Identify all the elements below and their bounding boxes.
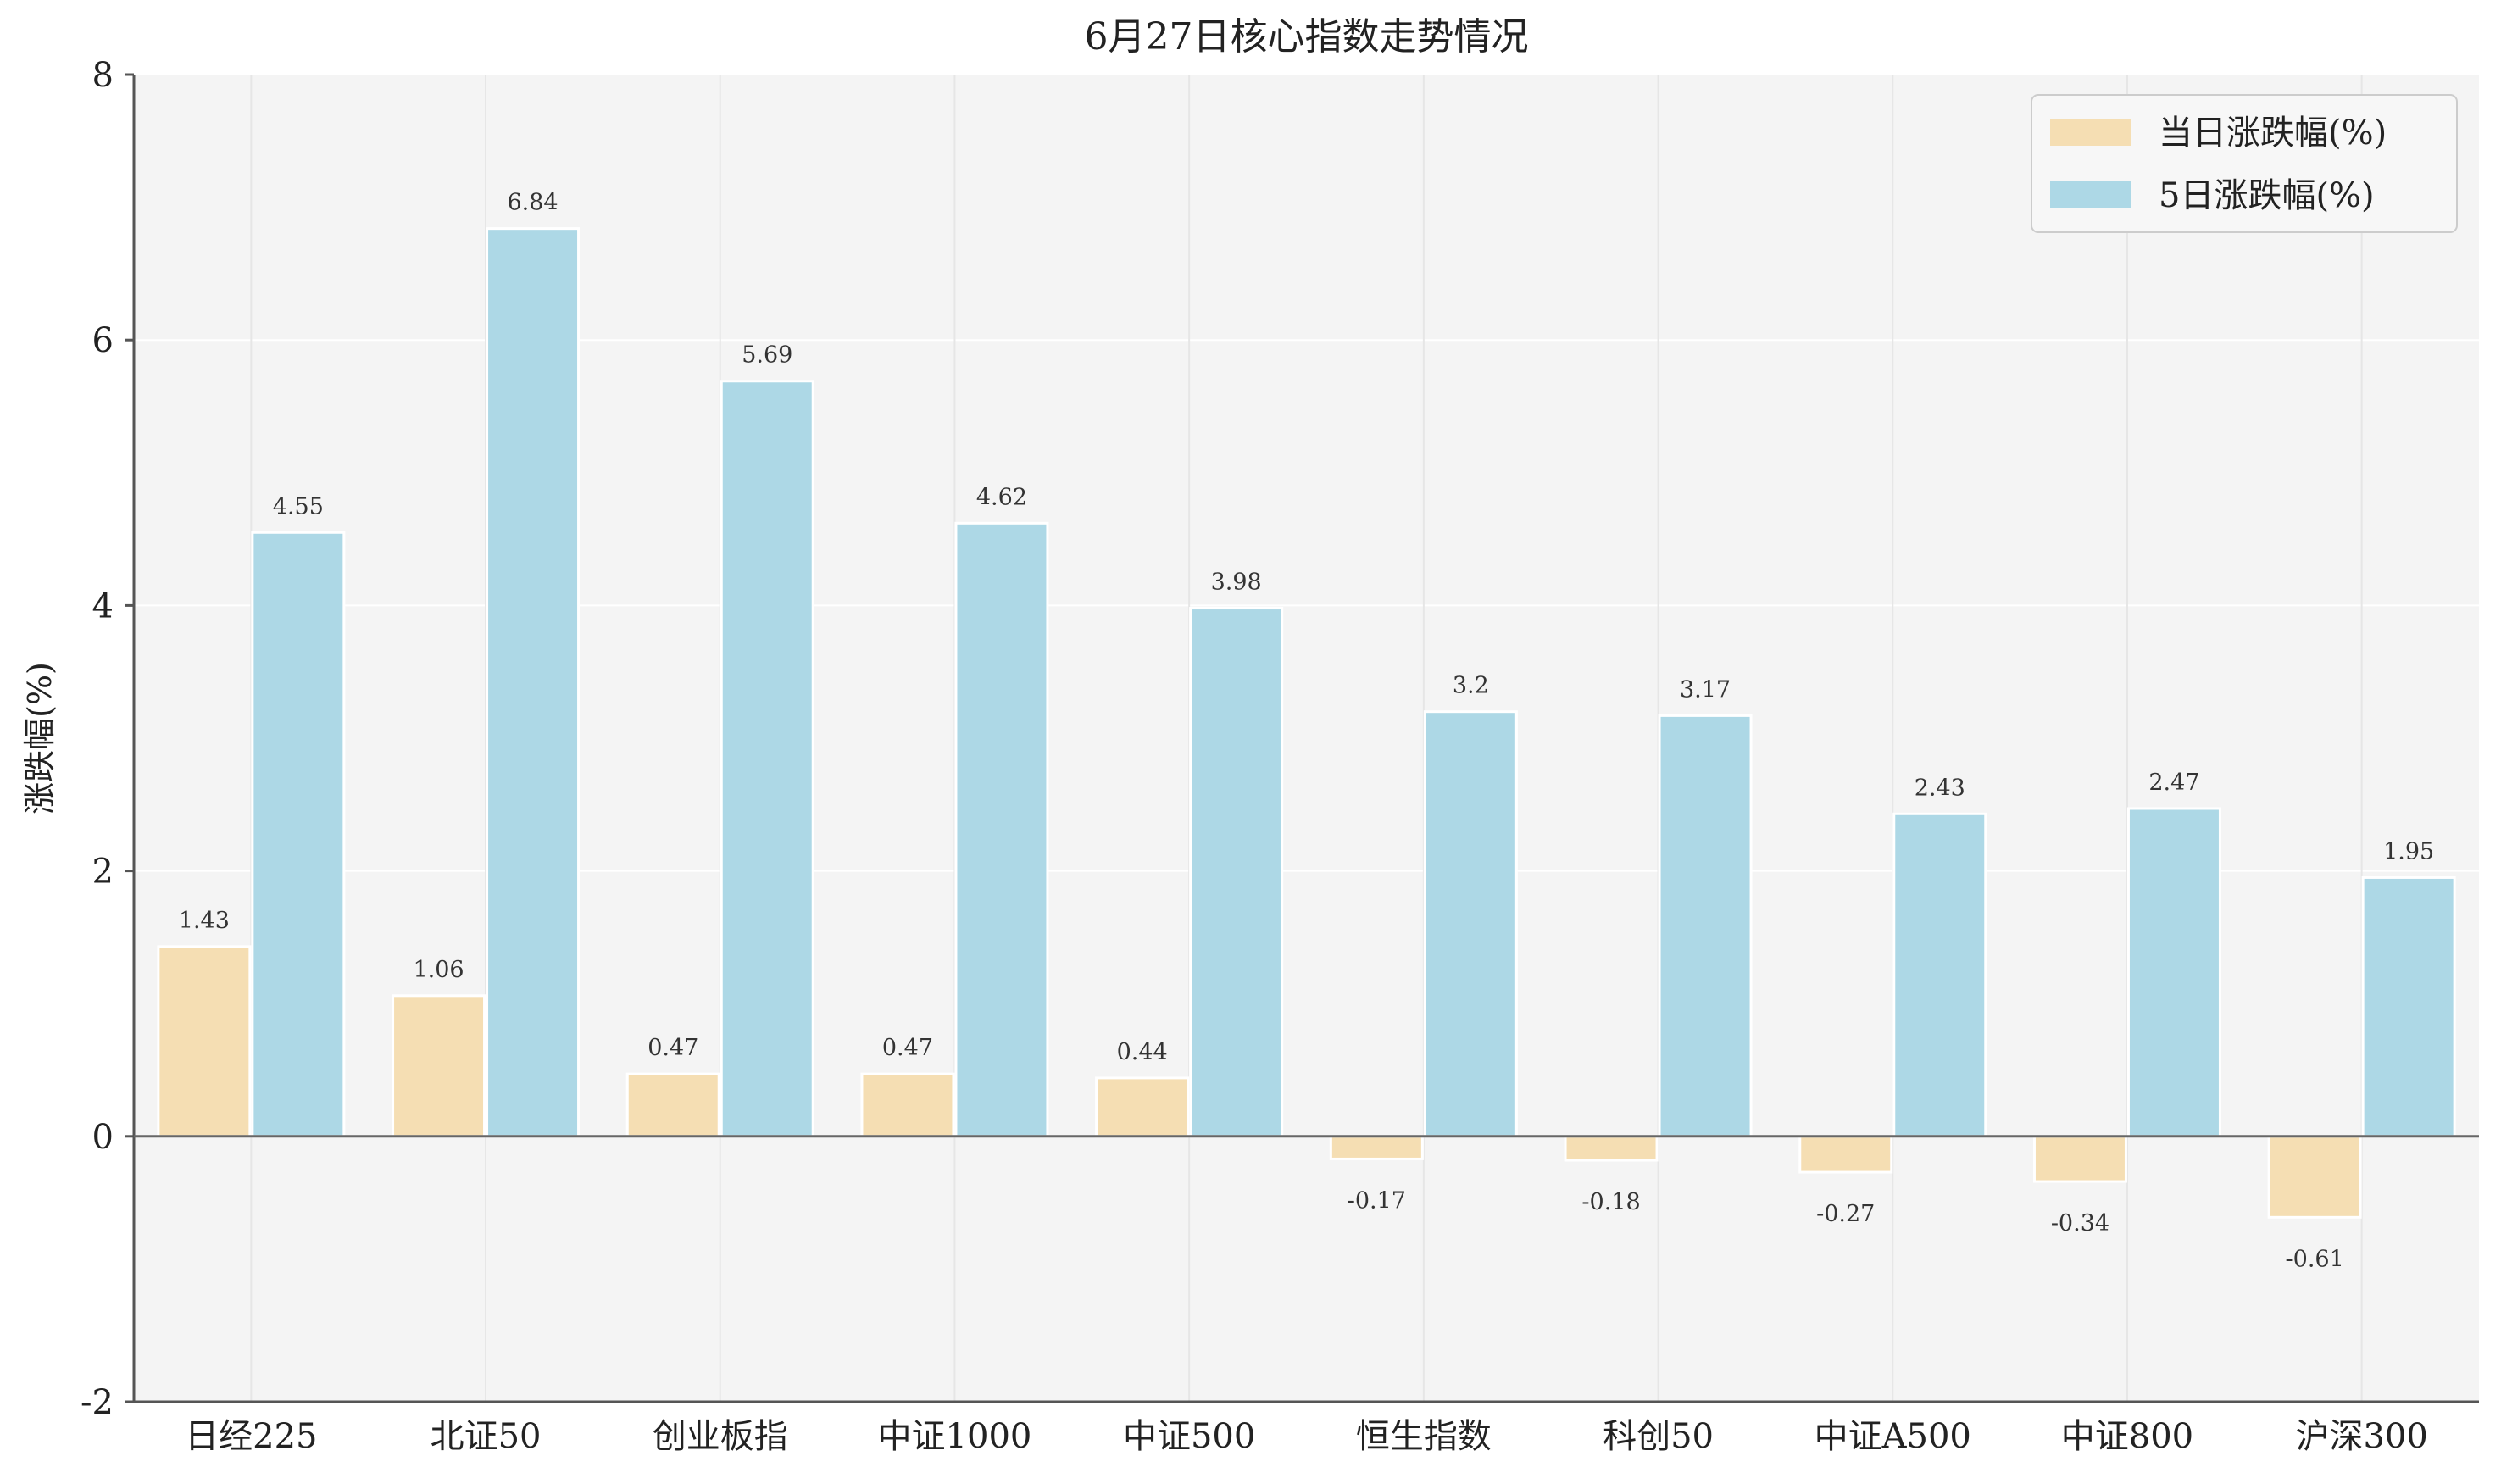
bar [1564, 1135, 1659, 1162]
legend-label: 当日涨跌幅(%) [2159, 114, 2387, 153]
bar [486, 227, 581, 1138]
bar [157, 945, 252, 1138]
data-label: 1.43 [179, 908, 230, 934]
bar [720, 380, 814, 1138]
legend-box [2031, 94, 2458, 233]
data-label: 4.62 [976, 484, 1027, 510]
y-tick-label: 6 [92, 321, 114, 360]
legend: 当日涨跌幅(%) 5日涨跌幅(%) [2031, 94, 2458, 233]
data-label: 2.47 [2148, 770, 2199, 796]
x-tick-label: 创业板指 [653, 1417, 788, 1456]
bar [1095, 1076, 1190, 1138]
data-label: 3.98 [1211, 570, 1262, 596]
data-label: 2.43 [1915, 775, 1965, 801]
data-label: 0.47 [647, 1035, 698, 1061]
x-tick-label: 中证1000 [878, 1417, 1032, 1456]
y-tick-label: -2 [81, 1383, 114, 1422]
x-tick-label: 日经225 [185, 1417, 317, 1456]
data-labels: 1.43 4.55 1.06 6.84 0.47 5.69 0.47 4.62 0.44 3.98… [179, 190, 2434, 1273]
y-tick-label: 4 [92, 586, 114, 625]
legend-swatch [2050, 119, 2131, 146]
legend-swatch [2050, 181, 2131, 208]
bar [2361, 875, 2456, 1138]
tick-labels: -2 0 2 4 6 8 日经225 北证50 创业板指 中证1000 中证500 恒生指数 科创50 中… [81, 56, 2428, 1456]
x-tick-label: 中证500 [1123, 1417, 1255, 1456]
x-tick-label: 沪深300 [2295, 1417, 2427, 1456]
data-label: 5.69 [742, 342, 792, 369]
data-label: 1.95 [2383, 838, 2434, 864]
bar [954, 521, 1049, 1138]
bar [1189, 607, 1284, 1138]
chart-title: 6月27日核心指数走势情况 [1085, 15, 1529, 58]
legend-label: 5日涨跌幅(%) [2159, 176, 2375, 215]
data-label: 0.47 [882, 1035, 933, 1061]
bar [1329, 1135, 1424, 1160]
bar [251, 531, 346, 1138]
data-label: 1.06 [413, 957, 464, 983]
bar [1798, 1135, 1893, 1174]
bar [625, 1072, 720, 1138]
y-tick-label: 0 [92, 1118, 114, 1157]
data-label: -0.61 [2286, 1246, 2344, 1272]
y-tick-label: 8 [92, 56, 114, 95]
bar [2126, 807, 2221, 1138]
data-label: -0.27 [1816, 1201, 1875, 1227]
y-tick-label: 2 [92, 853, 114, 892]
data-label: 3.2 [1453, 673, 1489, 699]
bar [2267, 1135, 2362, 1219]
bar [860, 1072, 955, 1138]
bar [2032, 1135, 2127, 1183]
data-label: 6.84 [507, 190, 558, 216]
y-axis-label: 涨跌幅(%) [21, 662, 58, 814]
data-label: 4.55 [273, 493, 324, 520]
data-label: 3.17 [1680, 676, 1731, 703]
data-label: -0.17 [1348, 1187, 1406, 1214]
x-tick-label: 恒生指数 [1356, 1417, 1492, 1456]
bars [157, 227, 2456, 1219]
x-tick-label: 中证A500 [1815, 1417, 1971, 1456]
bar [1658, 714, 1753, 1138]
bar [392, 994, 486, 1138]
axes [132, 75, 2479, 1403]
data-label: 0.44 [1117, 1039, 1168, 1065]
data-label: -0.18 [1581, 1189, 1640, 1215]
bar [1892, 812, 1987, 1138]
x-tick-label: 北证50 [431, 1417, 542, 1456]
x-tick-label: 中证800 [2061, 1417, 2193, 1456]
data-label: -0.34 [2051, 1210, 2109, 1237]
x-tick-label: 科创50 [1603, 1417, 1714, 1456]
bar [1423, 710, 1518, 1138]
